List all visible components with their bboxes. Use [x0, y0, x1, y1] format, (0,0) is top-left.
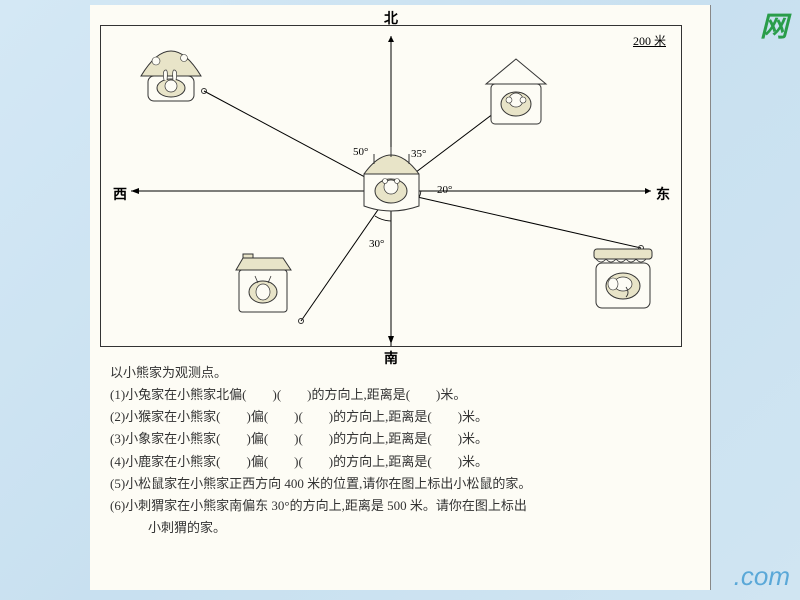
questions-block: 以小熊家为观测点。 (1)小兔家在小熊家北偏( )( )的方向上,距离是( )米…: [110, 363, 690, 540]
axis-west-arrow: [131, 188, 139, 194]
house-monkey: [486, 59, 546, 124]
slide-root: 网 北 南 东 西 200 米: [0, 0, 800, 600]
ray-elephant: [391, 191, 641, 248]
angle-35: 35°: [411, 148, 426, 160]
question-4: (4)小鹿家在小熊家( )偏( )( )的方向上,距离是( )米。: [110, 452, 690, 472]
diagram-svg: [101, 26, 681, 346]
axis-south-arrow: [388, 336, 394, 344]
house-deer: [236, 254, 291, 312]
angle-20: 20°: [437, 184, 452, 196]
angle-50: 50°: [353, 146, 368, 158]
content-card: 北 南 东 西 200 米: [90, 5, 711, 590]
house-elephant: [594, 249, 652, 308]
question-6: (6)小刺猬家在小熊家南偏东 30°的方向上,距离是 500 米。请你在图上标出: [110, 496, 690, 516]
question-5: (5)小松鼠家在小熊家正西方向 400 米的位置,请你在图上标出小松鼠的家。: [110, 474, 690, 494]
arc-30: [375, 216, 391, 221]
question-1: (1)小兔家在小熊家北偏( )( )的方向上,距离是( )米。: [110, 385, 690, 405]
question-intro: 以小熊家为观测点。: [110, 363, 690, 383]
ray-rabbit: [204, 91, 391, 191]
axis-north-label: 北: [384, 8, 398, 28]
question-2: (2)小猴家在小熊家( )偏( )( )的方向上,距离是( )米。: [110, 407, 690, 427]
watermark-top: 网: [760, 5, 790, 45]
diagram-box: 北 南 东 西 200 米: [100, 25, 682, 347]
question-6-cont: 小刺猬的家。: [110, 518, 690, 538]
ray-deer: [301, 191, 391, 321]
question-3: (3)小象家在小熊家( )偏( )( )的方向上,距离是( )米。: [110, 429, 690, 449]
watermark-bottom: .com: [734, 561, 790, 592]
angle-30: 30°: [369, 238, 384, 250]
house-rabbit: [141, 51, 201, 101]
